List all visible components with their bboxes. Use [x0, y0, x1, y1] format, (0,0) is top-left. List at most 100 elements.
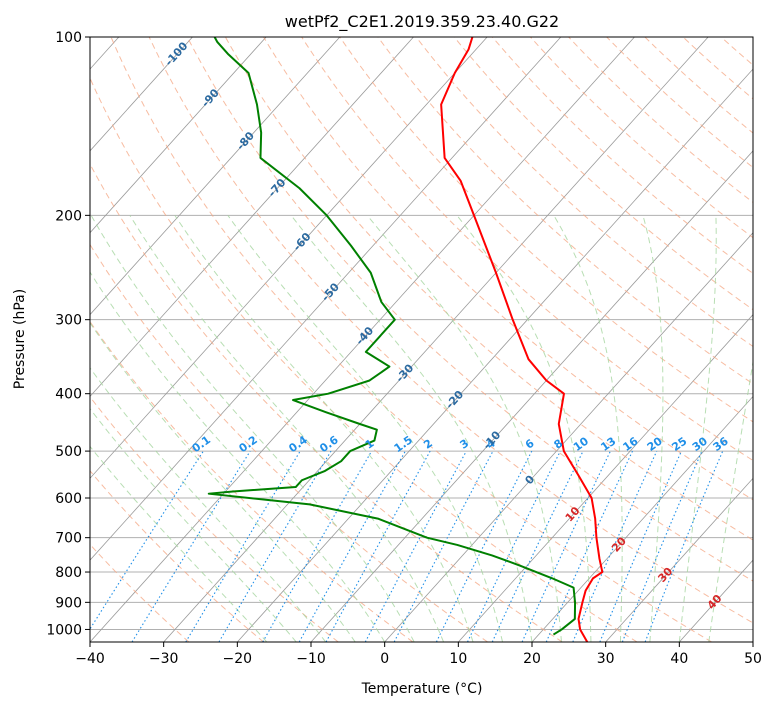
x-tick-label: −20 [223, 651, 253, 667]
moist-adiabat-line [174, 215, 474, 642]
dry-adiabat-line [759, 37, 775, 642]
line-label-layer: 0.1 0.2 0.4 0.6 1 1.5 2 3 4 6 8 10 13 16 20 25 30 36-100-… [162, 39, 731, 612]
mixing-ratio-line [491, 450, 584, 642]
isotherm-line [90, 37, 562, 561]
mixing-ratio-line [131, 450, 251, 642]
mixing-ratio-line [325, 450, 431, 642]
dry-adiabat-line [90, 163, 563, 642]
dry-adiabat-line [224, 37, 753, 541]
x-axis-title: Temperature (°C) [361, 681, 483, 697]
mixing-ratio-layer [90, 450, 724, 642]
isotherm-line [90, 37, 341, 316]
mixing-ratio-label: 0.2 [236, 433, 259, 455]
moist-adiabat-line [90, 215, 415, 642]
mixing-ratio-line [467, 450, 561, 642]
moist-adiabat-line [129, 215, 445, 642]
dry-adiabat-line [682, 37, 753, 100]
dry-adiabat-line [644, 37, 753, 134]
x-tick-label: 20 [523, 651, 541, 667]
moist-adiabat-line [90, 445, 268, 642]
dry-adiabat-line [90, 470, 264, 642]
isotherm-line [90, 37, 267, 234]
mixing-ratio-line [364, 450, 467, 642]
dry-adiabat-line [90, 77, 638, 642]
y-tick-label: 1000 [46, 622, 82, 638]
isotherm-line [237, 68, 753, 642]
isotherm-line [90, 37, 193, 152]
dry-adiabat-line [186, 37, 753, 582]
moist-adiabat-line [90, 407, 297, 642]
grid-layer [90, 37, 753, 642]
y-tick-label: 300 [55, 313, 82, 329]
dewpoint-profile-line [207, 37, 577, 636]
dry-adiabat-line [453, 37, 753, 311]
y-tick-label: 900 [55, 595, 82, 611]
isotherm-line [384, 232, 753, 642]
x-axis: −40 −30 −20 −10 0 10 20 30 40 50 [75, 642, 762, 667]
dry-adiabat-line [90, 396, 339, 642]
mixing-ratio-line [599, 450, 682, 642]
isotherm-line [752, 641, 753, 642]
x-tick-label: 50 [744, 651, 762, 667]
dry-adiabat-line [339, 37, 753, 423]
isotherm-line [163, 37, 709, 642]
isotherm-line [90, 37, 488, 479]
isotherm-line [458, 313, 753, 642]
dry-adiabat-line [530, 37, 753, 239]
temperature-profile-line [440, 37, 604, 642]
moist-adiabat-line [678, 215, 717, 642]
isotherm-line [90, 37, 635, 642]
y-tick-label: 600 [55, 491, 82, 507]
moist-adiabat-line [90, 271, 386, 642]
isotherm-line [310, 150, 753, 642]
x-tick-label: 10 [449, 651, 467, 667]
isotherm-line [90, 37, 414, 398]
mixing-ratio-line [185, 450, 301, 642]
dry-adiabat-line [90, 543, 190, 642]
moist-adiabat-line [90, 322, 356, 642]
mixing-ratio-line [545, 450, 634, 642]
profile-layer [207, 37, 604, 642]
y-tick-label: 400 [55, 387, 82, 403]
mixing-ratio-line [521, 450, 611, 642]
dry-adiabat-line [568, 37, 753, 203]
x-tick-label: 30 [597, 651, 615, 667]
mixing-ratio-label: 3 [457, 437, 471, 452]
y-axis-title: Pressure (hPa) [12, 289, 28, 389]
dry-adiabat-line [415, 37, 753, 348]
mixing-ratio-label: 6 [523, 437, 537, 452]
mixing-ratio-label: 0.4 [286, 433, 310, 455]
dry-adiabat-line [720, 37, 753, 66]
x-tick-label: −10 [296, 651, 326, 667]
y-tick-label: 200 [55, 208, 82, 224]
mixing-ratio-label: 0.1 [190, 433, 213, 455]
y-tick-label: 500 [55, 444, 82, 460]
mixing-ratio-label: 2 [421, 437, 435, 452]
plot-frame [89, 36, 754, 643]
isotherm-line [679, 559, 753, 642]
dry-adiabat-line [90, 320, 414, 642]
dry-adiabat-line [606, 37, 753, 169]
isotherm-line [531, 395, 753, 642]
chart-title: wetPf2_C2E1.2019.359.23.40.G22 [285, 12, 559, 32]
x-tick-label: −30 [149, 651, 179, 667]
moist-adiabat-line [553, 215, 623, 642]
moist-adiabat-line [456, 215, 592, 642]
mixing-ratio-line [218, 450, 332, 642]
y-tick-label: 100 [55, 30, 82, 46]
isotherm-line [605, 477, 753, 642]
adiabat-layer [90, 37, 775, 642]
x-tick-label: −40 [75, 651, 105, 667]
y-axis: 100 200 300 400 500 600 700 800 900 1000 [46, 30, 90, 638]
mixing-ratio-label: 1.5 [392, 433, 415, 455]
mixing-ratio-line [262, 450, 373, 642]
x-tick-label: 0 [380, 651, 389, 667]
y-tick-label: 800 [55, 565, 82, 581]
mixing-ratio-line [298, 450, 406, 642]
moist-adiabat-line [642, 215, 664, 642]
mixing-ratio-line [621, 450, 703, 642]
moist-adiabat-line [227, 215, 504, 642]
y-tick-label: 700 [55, 531, 82, 547]
dry-adiabat-line [90, 243, 488, 642]
